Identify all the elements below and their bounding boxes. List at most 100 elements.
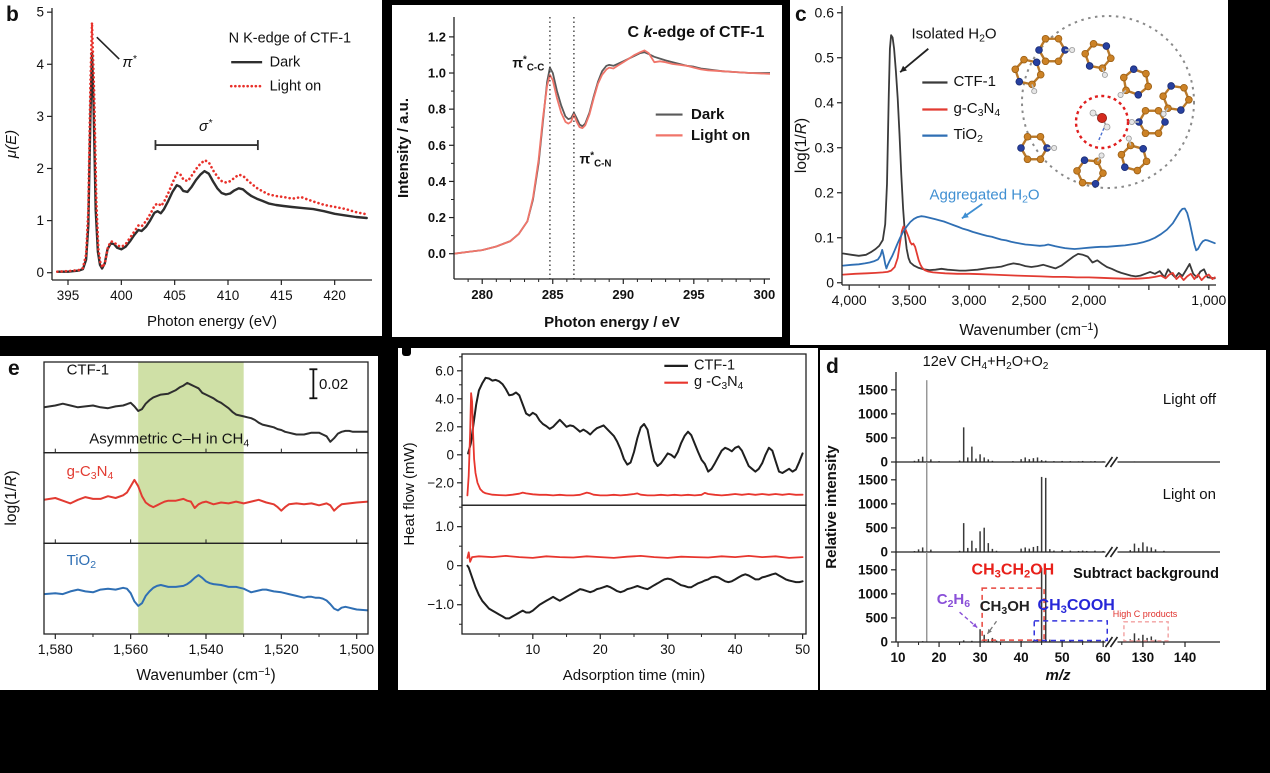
annotation-text: C k-edge of CTF-1	[627, 24, 764, 41]
svg-text:2: 2	[36, 161, 44, 176]
svg-text:30: 30	[660, 642, 675, 657]
annotation-text: Isolated H2O	[912, 25, 997, 44]
panel-e: e CTF-1 Asymmetric C–H in CH4 0.02 g-C3N4 1,…	[0, 356, 378, 690]
svg-text:285: 285	[542, 287, 564, 302]
svg-text:3,500: 3,500	[892, 292, 927, 308]
svg-text:415: 415	[270, 288, 293, 303]
svg-text:1,520: 1,520	[264, 641, 299, 657]
annotation-text: C2H6	[937, 591, 971, 610]
svg-text:0.2: 0.2	[815, 184, 835, 200]
series-g-C3N4	[842, 225, 1216, 282]
x-axis-label: Photon energy (eV)	[147, 313, 277, 330]
annotation-text: N K-edge of CTF-1	[229, 30, 352, 46]
svg-text:500: 500	[865, 610, 888, 625]
svg-text:0: 0	[446, 558, 454, 573]
series-TiO2	[44, 574, 368, 612]
annotation-text: 0.02	[319, 376, 348, 393]
x-axis-label: Adsorption time (min)	[563, 667, 706, 684]
svg-text:0.3: 0.3	[815, 139, 835, 155]
series-CTF-1	[842, 34, 1216, 280]
series-g-C3N4	[466, 392, 804, 497]
svg-text:0.0: 0.0	[428, 246, 446, 261]
svg-text:500: 500	[865, 430, 888, 445]
svg-text:500: 500	[865, 520, 888, 535]
series-Light on	[913, 476, 1165, 552]
highlight-band	[138, 543, 244, 634]
y-axis-label: Relative intensity	[823, 445, 840, 569]
svg-text:1: 1	[36, 213, 44, 228]
annotation-text: Dark	[270, 54, 301, 70]
annotation-text: TiO2	[953, 126, 983, 145]
svg-text:6.0: 6.0	[435, 363, 454, 378]
annotation-text: 12eV CH4+H2O+O2	[923, 354, 1049, 372]
svg-text:1,540: 1,540	[188, 641, 223, 657]
svg-text:−1.0: −1.0	[427, 597, 454, 612]
svg-text:290: 290	[612, 287, 634, 302]
y-axis-label: Intensity / a.u.	[395, 98, 412, 198]
svg-text:−2.0: −2.0	[427, 475, 454, 490]
dotted-water-circle	[1074, 94, 1130, 150]
svg-text:30: 30	[973, 650, 988, 665]
annotation-text: CH3COOH	[1038, 597, 1115, 616]
series-TiO2	[842, 207, 1216, 270]
svg-text:0.5: 0.5	[815, 49, 835, 65]
svg-text:1,580: 1,580	[38, 641, 73, 657]
water-hydrogen-atom	[1089, 109, 1097, 117]
svg-text:0: 0	[880, 455, 888, 470]
svg-text:1500: 1500	[858, 562, 888, 577]
annotation-text: g -C3N4	[694, 374, 744, 392]
svg-text:1.0: 1.0	[428, 66, 446, 81]
annotation-text: Light on	[270, 78, 322, 94]
panel-b: b 0 1 2 3 4 5 395 400 405 410 415 420 N K-edge of CT…	[0, 0, 382, 336]
svg-text:0: 0	[36, 265, 44, 280]
annotation-text: g-C3N4	[67, 463, 114, 482]
chart-n-kedge-xas: 0 1 2 3 4 5 395 400 405 410 415 420 N K-edge of CTF-…	[3, 5, 372, 330]
annotation-text: σ*	[199, 117, 213, 135]
annotation-text: Asymmetric C–H in CH4	[89, 431, 249, 450]
svg-text:0.8: 0.8	[428, 102, 446, 117]
svg-text:50: 50	[1055, 650, 1070, 665]
svg-text:0.1: 0.1	[815, 229, 835, 245]
svg-text:420: 420	[323, 288, 346, 303]
svg-text:0.6: 0.6	[428, 138, 446, 153]
water-oxygen-atom	[1096, 113, 1107, 124]
annotation-text: CH3OH	[980, 598, 1030, 617]
y-axis-label: μ(E)	[3, 130, 20, 159]
svg-text:1.0: 1.0	[435, 519, 454, 534]
panel-label-d: d	[826, 355, 839, 378]
svg-text:2,500: 2,500	[1011, 292, 1046, 308]
svg-text:0: 0	[826, 274, 834, 290]
svg-text:1000: 1000	[858, 586, 888, 601]
panel-label-c: c	[795, 3, 807, 26]
svg-text:130: 130	[1132, 650, 1155, 665]
series-CTF-1	[467, 376, 804, 474]
annotation-text: Dark	[691, 106, 725, 123]
svg-text:410: 410	[217, 288, 240, 303]
svg-text:0: 0	[880, 635, 888, 650]
svg-text:0.4: 0.4	[428, 174, 447, 189]
annotation-text: TiO2	[67, 552, 97, 571]
annotation-text: Light off	[1163, 391, 1217, 408]
svg-text:2.0: 2.0	[435, 419, 454, 434]
svg-text:20: 20	[593, 642, 608, 657]
series-Light off	[913, 427, 1153, 462]
svg-text:1,560: 1,560	[113, 641, 148, 657]
svg-text:1.2: 1.2	[428, 29, 446, 44]
panel-c: c 0 0.1 0.2 0.3 0.4 0.5 0.6 4,000 3,500 3,000 2,50…	[790, 0, 1228, 345]
dotted-outer-circle	[1021, 15, 1195, 189]
annotation-text: Aggregated H2O	[930, 187, 1040, 206]
annotation-text: CTF-1	[67, 362, 110, 379]
x-axis-label: Photon energy / eV	[544, 314, 680, 331]
svg-text:0: 0	[446, 447, 454, 462]
svg-text:0.4: 0.4	[815, 94, 835, 110]
annotation-text: π*C-C	[512, 55, 544, 74]
chart-ch4-drifts: CTF-1 Asymmetric C–H in CH4 0.02 g-C3N4 1,58…	[3, 361, 374, 684]
svg-text:1000: 1000	[858, 496, 888, 511]
annotation-text: CTF-1	[694, 357, 735, 373]
series-g-C3N4	[44, 478, 368, 512]
svg-text:4,000: 4,000	[832, 292, 867, 308]
water-hydrogen-atom	[1103, 123, 1111, 131]
svg-text:300: 300	[754, 287, 776, 302]
